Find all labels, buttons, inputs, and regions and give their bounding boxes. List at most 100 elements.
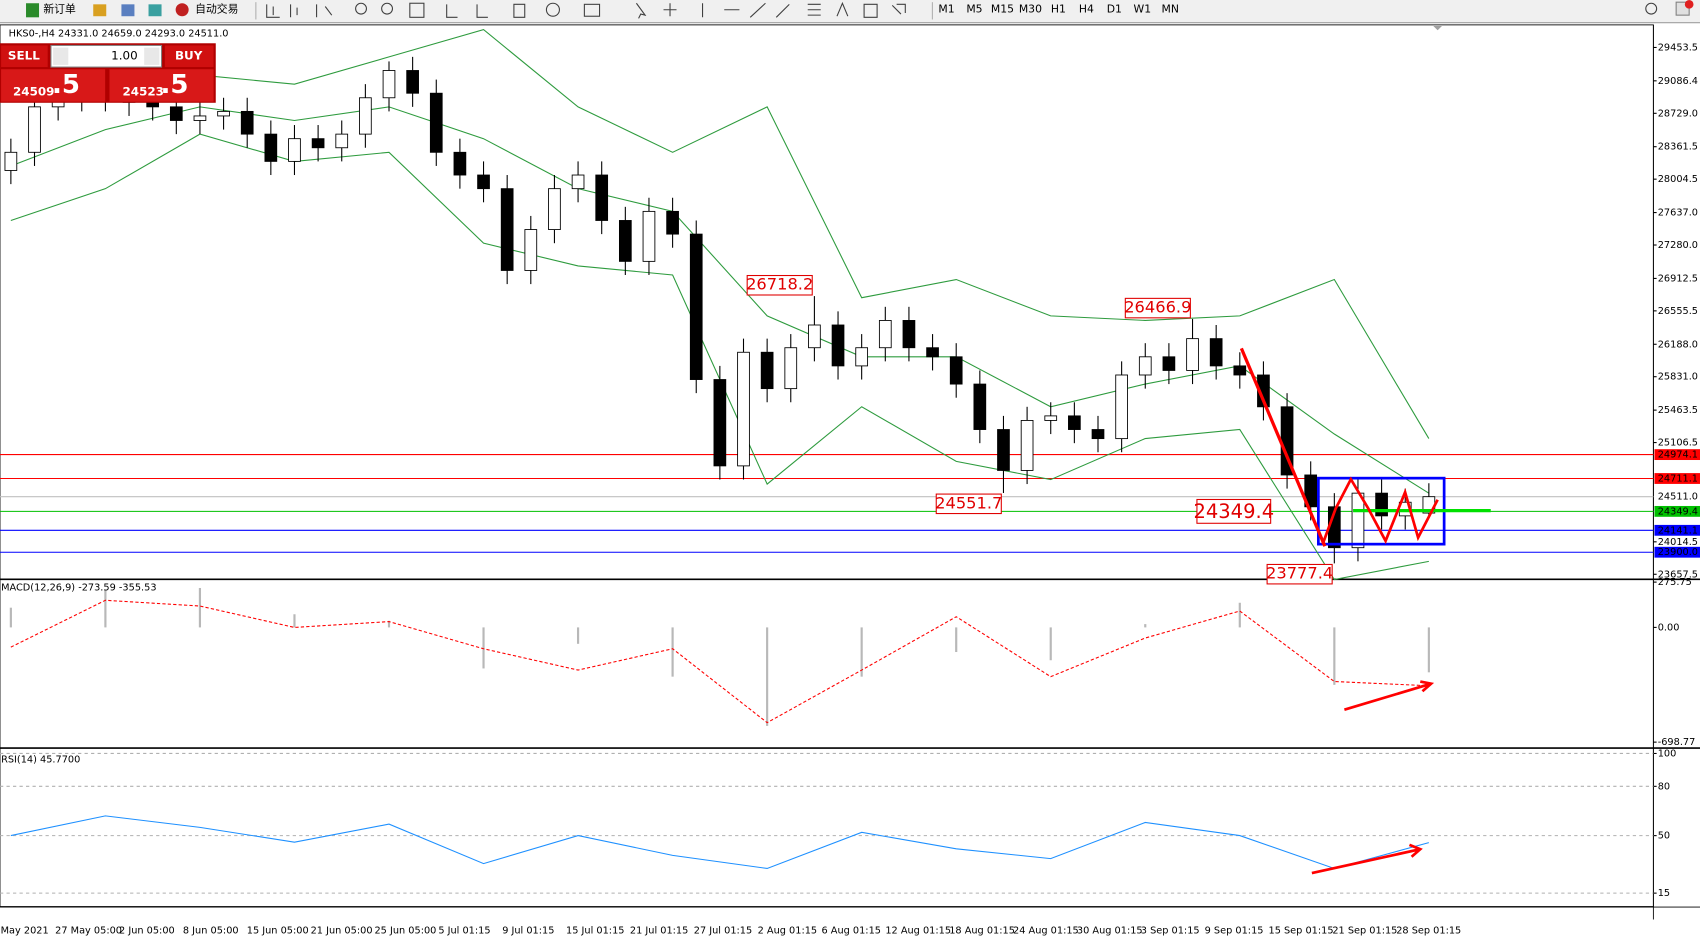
candle-body <box>831 324 845 367</box>
candle-body <box>169 106 183 121</box>
lot-up[interactable] <box>144 47 160 65</box>
candle-body <box>28 106 41 153</box>
x-tick-label: 1 May 2021 <box>0 925 49 936</box>
candle-body <box>477 174 490 190</box>
sell-label[interactable]: SELL <box>8 49 40 63</box>
macd-bar <box>293 614 296 628</box>
y-tick-label: 25106.5 <box>1658 438 1698 449</box>
x-tick-label: 24 Aug 01:15 <box>1013 925 1079 936</box>
search-icon[interactable] <box>1645 2 1658 15</box>
candle-body <box>1138 356 1152 376</box>
timeframe-button[interactable]: W1 <box>1133 3 1151 16</box>
y-tick-label: 100 <box>1658 748 1677 759</box>
sell-price-box[interactable] <box>1 69 106 102</box>
candle-body <box>1304 474 1318 508</box>
candle-body <box>808 324 821 349</box>
candle-body <box>1257 374 1270 408</box>
candle-body <box>878 320 892 349</box>
buy-pip[interactable]: .5 <box>160 70 188 100</box>
candle-body <box>1020 420 1034 471</box>
candle-body <box>642 210 656 262</box>
candle-body <box>548 188 561 230</box>
macd-bar <box>1144 624 1147 628</box>
timeframe-button[interactable]: MN <box>1162 3 1179 16</box>
x-tick-label: 27 May 05:00 <box>55 925 122 936</box>
buy-label[interactable]: BUY <box>175 49 203 63</box>
macd-bar <box>1333 627 1336 685</box>
timeframe-button[interactable]: M1 <box>938 3 954 16</box>
plot: 29453.5 29086.4 28729.0 28361.5 28004.5 27637… <box>0 29 1700 936</box>
candle-body <box>217 110 230 117</box>
candle-body <box>382 70 396 99</box>
tool-icon[interactable] <box>121 4 135 17</box>
sell-pip[interactable]: .5 <box>52 70 80 100</box>
lot-value[interactable]: 1.00 <box>111 49 138 63</box>
candle-body <box>500 188 514 271</box>
candle-body <box>784 347 798 390</box>
candle-body <box>666 210 679 235</box>
candle-body <box>737 351 750 467</box>
drawing-tools[interactable] <box>266 1 906 19</box>
x-tick-label: 5 Jul 01:15 <box>438 925 490 936</box>
buy-button[interactable] <box>164 45 214 68</box>
lot-down[interactable] <box>53 47 69 65</box>
macd-bar <box>1427 627 1430 673</box>
price-level-label: 24511.0 <box>1658 492 1698 503</box>
x-tick-label: 28 Sep 01:15 <box>1396 925 1461 936</box>
timeframe-button[interactable]: M30 <box>1019 3 1042 16</box>
candle-body <box>1186 338 1199 371</box>
price-level-label: 24141.1 <box>1658 525 1698 536</box>
auto-trading-icon[interactable] <box>175 3 189 17</box>
macd-title: MACD(12,26,9) -273.59 -355.53 <box>1 582 156 593</box>
timeframe-button[interactable]: M5 <box>966 3 982 16</box>
candle-body <box>1351 492 1365 549</box>
candle-body <box>571 174 585 190</box>
bollinger-upper <box>10 29 1430 439</box>
y-tick-label: 24014.5 <box>1658 537 1698 548</box>
tool-icon[interactable] <box>93 4 107 17</box>
buy-price-box[interactable] <box>109 69 214 102</box>
toolbar <box>0 0 1700 23</box>
price-level-tag <box>1654 505 1700 517</box>
sell-price[interactable]: 24509 <box>13 84 54 98</box>
candle-body <box>618 220 632 262</box>
y-tick-label: 27280.0 <box>1658 240 1698 251</box>
tool-icon[interactable] <box>148 4 162 17</box>
y-tick-label: -698.77 <box>1658 737 1696 748</box>
timeframe-button[interactable]: H1 <box>1051 3 1066 16</box>
candle-body <box>146 101 160 108</box>
candle-body <box>1115 374 1128 440</box>
macd-bar <box>198 587 202 628</box>
sell-button[interactable] <box>1 45 48 68</box>
candle-body <box>689 233 703 380</box>
x-tick-label: 2 Aug 01:15 <box>758 925 818 936</box>
price-annotation: 24551.7 <box>935 493 1002 512</box>
macd-bar <box>576 627 580 644</box>
y-tick-label: 28729.0 <box>1658 108 1698 119</box>
x-tick-label: 21 Jul 01:15 <box>630 925 688 936</box>
auto-trading-button[interactable]: 自动交易 <box>195 2 238 16</box>
candle-body <box>311 138 325 149</box>
x-tick-label: 18 Aug 01:15 <box>949 925 1015 936</box>
timeframe-button[interactable]: M15 <box>991 3 1014 16</box>
macd-bar <box>387 620 391 628</box>
buy-price[interactable]: 24523 <box>123 84 164 98</box>
timeframe-button[interactable]: D1 <box>1107 3 1122 16</box>
price-level-tag <box>1654 491 1700 503</box>
candle-body <box>1091 429 1105 440</box>
new-order-icon[interactable] <box>26 3 40 18</box>
candle-body <box>760 351 774 390</box>
y-tick-label: 0.00 <box>1658 622 1680 633</box>
x-tick-label: 2 Jun 05:00 <box>119 925 175 936</box>
candle-body <box>359 97 372 135</box>
y-tick-label: 29086.4 <box>1658 76 1698 87</box>
timeframe-button[interactable]: H4 <box>1079 3 1094 16</box>
candle-body <box>1209 338 1223 367</box>
new-order-button[interactable]: 新订单 <box>43 2 76 16</box>
candle-body <box>524 229 538 271</box>
macd-signal <box>10 599 1429 724</box>
one-click-trading: SELL 1.00 BUY 24509 .5 24523 .5 <box>0 43 216 103</box>
lot-input[interactable] <box>50 44 163 68</box>
